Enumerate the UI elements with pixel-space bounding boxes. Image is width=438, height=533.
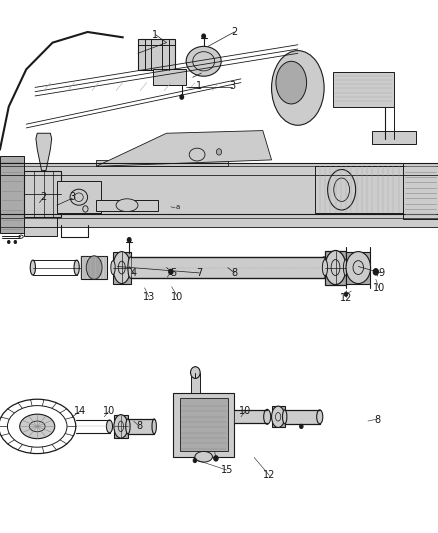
Ellipse shape	[114, 415, 128, 438]
Text: 5: 5	[170, 268, 176, 278]
Ellipse shape	[325, 251, 346, 285]
Ellipse shape	[186, 46, 221, 76]
Ellipse shape	[276, 61, 307, 104]
Ellipse shape	[86, 256, 102, 279]
Bar	[173, 393, 234, 457]
Bar	[96, 200, 158, 211]
Polygon shape	[285, 410, 320, 424]
Ellipse shape	[272, 406, 285, 427]
Ellipse shape	[195, 451, 212, 462]
Bar	[0, 163, 438, 227]
Bar	[346, 252, 370, 284]
Text: 8: 8	[374, 415, 381, 425]
Text: 1: 1	[152, 30, 159, 39]
Ellipse shape	[128, 257, 133, 278]
Text: 8: 8	[231, 268, 237, 278]
Ellipse shape	[373, 269, 378, 275]
Bar	[113, 252, 131, 284]
Bar	[325, 251, 346, 285]
Bar	[333, 72, 394, 107]
Polygon shape	[96, 131, 272, 166]
Text: 1: 1	[196, 82, 202, 91]
Bar	[315, 166, 403, 213]
Ellipse shape	[283, 410, 287, 424]
Ellipse shape	[344, 292, 348, 296]
Bar	[24, 171, 61, 217]
Ellipse shape	[214, 456, 218, 461]
Ellipse shape	[343, 260, 349, 276]
Bar	[114, 415, 128, 438]
Ellipse shape	[346, 252, 371, 284]
Ellipse shape	[264, 409, 271, 424]
Ellipse shape	[126, 419, 130, 434]
Polygon shape	[96, 160, 228, 166]
Text: 9: 9	[378, 268, 384, 278]
Bar	[403, 163, 438, 219]
Bar	[372, 131, 416, 144]
Text: 2: 2	[231, 27, 237, 37]
Ellipse shape	[127, 238, 131, 242]
Text: 10: 10	[171, 292, 184, 302]
Text: 3: 3	[69, 192, 75, 202]
Text: 10: 10	[373, 283, 385, 293]
Polygon shape	[128, 419, 154, 434]
Bar	[153, 69, 186, 85]
Ellipse shape	[317, 410, 323, 424]
Ellipse shape	[111, 261, 115, 274]
Ellipse shape	[128, 261, 133, 274]
Polygon shape	[234, 410, 267, 423]
Ellipse shape	[113, 252, 131, 284]
Ellipse shape	[74, 260, 79, 275]
Ellipse shape	[152, 419, 156, 434]
Ellipse shape	[322, 260, 328, 276]
Bar	[191, 373, 200, 393]
Ellipse shape	[106, 420, 113, 433]
Bar	[138, 39, 175, 70]
Text: 3: 3	[229, 82, 235, 91]
Text: 10: 10	[239, 407, 251, 416]
Bar	[81, 256, 107, 279]
Ellipse shape	[202, 34, 205, 38]
Bar	[24, 217, 57, 236]
Text: 12: 12	[263, 471, 276, 480]
Text: a: a	[175, 204, 180, 210]
Text: 4: 4	[131, 268, 137, 278]
Bar	[272, 406, 285, 427]
Ellipse shape	[216, 149, 222, 155]
Ellipse shape	[328, 169, 356, 210]
Bar	[57, 181, 101, 213]
Text: 2: 2	[40, 192, 46, 202]
Ellipse shape	[30, 260, 35, 275]
Text: 15: 15	[221, 465, 233, 475]
Ellipse shape	[7, 240, 10, 244]
Text: 10: 10	[102, 407, 115, 416]
Bar	[180, 398, 228, 451]
Ellipse shape	[272, 51, 324, 125]
Ellipse shape	[180, 95, 184, 99]
Text: 14: 14	[74, 407, 86, 416]
Ellipse shape	[116, 199, 138, 212]
Ellipse shape	[300, 424, 303, 429]
Polygon shape	[36, 133, 52, 171]
Ellipse shape	[320, 257, 328, 278]
Ellipse shape	[169, 269, 173, 274]
Ellipse shape	[191, 367, 200, 378]
Polygon shape	[131, 257, 324, 278]
Ellipse shape	[20, 414, 55, 439]
Text: 13: 13	[143, 292, 155, 302]
Text: 7: 7	[196, 268, 202, 278]
Text: 8: 8	[136, 422, 142, 431]
Ellipse shape	[14, 240, 17, 244]
Bar	[0, 156, 24, 233]
Text: 12: 12	[340, 294, 352, 303]
Ellipse shape	[193, 458, 197, 463]
